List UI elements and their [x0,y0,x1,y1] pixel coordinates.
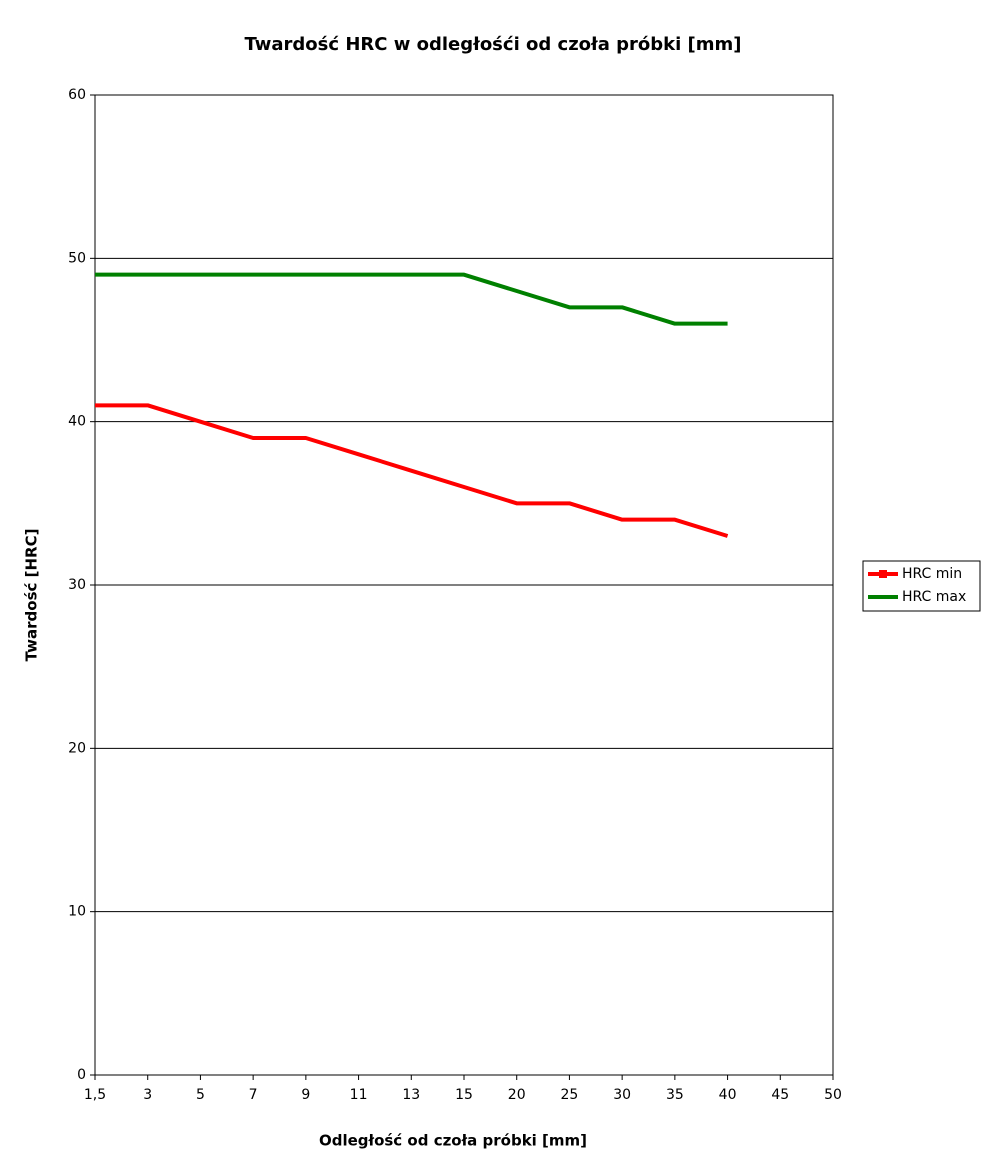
x-tick-label: 3 [143,1087,152,1103]
x-tick-label: 50 [824,1087,842,1103]
x-tick-label: 13 [402,1087,420,1103]
x-tick-label: 7 [249,1087,258,1103]
chart-title: Twardość HRC w odległośći od czoła próbk… [244,34,741,55]
x-tick-label: 15 [455,1087,473,1103]
y-tick-label: 10 [68,904,86,920]
x-tick-label: 5 [196,1087,205,1103]
y-axis-title: Twardość [HRC] [23,529,41,662]
x-tick-label: 40 [719,1087,737,1103]
x-tick-label: 35 [666,1087,684,1103]
legend-label: HRC min [902,566,962,582]
x-axis-title: Odległość od czoła próbki [mm] [319,1132,587,1150]
y-tick-label: 30 [68,577,86,593]
x-tick-label: 25 [561,1087,579,1103]
line-series [95,272,728,326]
legend-label: HRC max [902,589,966,605]
x-tick-label: 20 [508,1087,526,1103]
legend-marker [879,570,887,578]
y-tick-label: 40 [68,414,86,430]
x-tick-label: 11 [350,1087,368,1103]
legend-box [862,560,981,612]
x-tick-label: 30 [613,1087,631,1103]
x-tick-label: 45 [771,1087,789,1103]
y-tick-label: 0 [77,1067,86,1083]
y-tick-label: 60 [68,87,86,103]
x-tick-label: 1,5 [84,1087,106,1103]
line-series [95,403,729,538]
y-tick-label: 50 [68,250,86,266]
x-tick-label: 9 [301,1087,310,1103]
y-tick-label: 20 [68,740,86,756]
